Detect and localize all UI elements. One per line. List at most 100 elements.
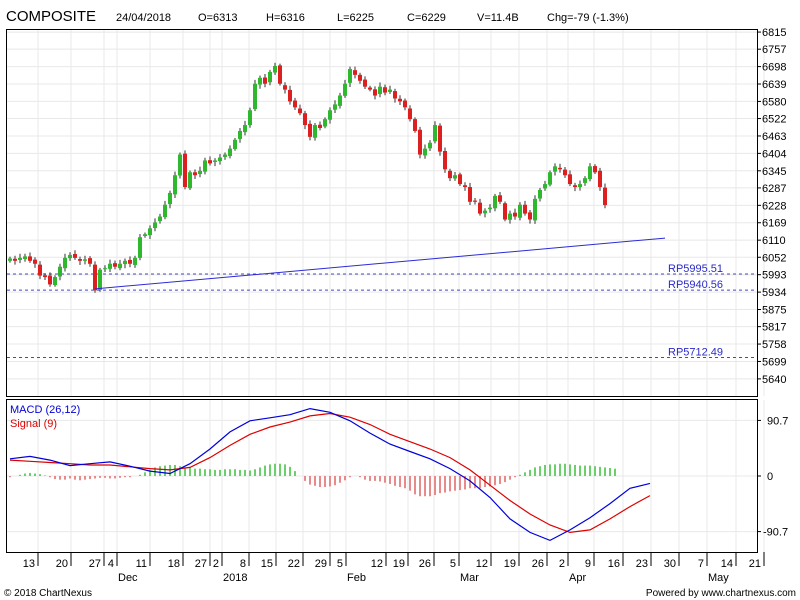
candle-down [458, 174, 462, 185]
candle-up [53, 277, 57, 286]
candle-down [403, 100, 407, 108]
x-tick-label: 19 [504, 558, 516, 570]
candle-up [578, 184, 582, 188]
candle-up [553, 166, 557, 172]
candle-up [138, 237, 142, 258]
candle-up [158, 216, 162, 221]
macd-tick-label: 0 [767, 471, 773, 483]
price-tick-label: 6580 [762, 96, 786, 108]
candle-down [303, 113, 307, 126]
price-tick-label: 5640 [762, 374, 786, 386]
candle-up [68, 254, 72, 259]
candle-up [488, 207, 492, 210]
price-tick-label: 6522 [762, 114, 786, 126]
open-label: O=6313 [198, 12, 237, 24]
x-tick-label: 2 [559, 558, 565, 570]
candle-down [193, 172, 197, 176]
candle-up [243, 125, 247, 133]
candle-up [508, 213, 512, 220]
candle-up [333, 104, 337, 110]
candle-down [208, 160, 212, 164]
candle-up [378, 86, 382, 95]
x-tick-label: 27 [89, 558, 101, 570]
price-panel-frame [6, 29, 758, 397]
macd-tick-label: -90.7 [763, 527, 788, 539]
candle-up [108, 263, 112, 269]
close-label: C=6229 [407, 12, 446, 24]
price-tick-label: 5817 [762, 322, 786, 334]
candle-down [78, 259, 82, 261]
candle-down [13, 258, 17, 261]
candle-up [258, 77, 262, 85]
candle-up [123, 260, 127, 265]
candle-up [18, 257, 22, 260]
candle-down [363, 79, 367, 87]
support-levels: RP5995.51 RP5940.56 RP5712.49 [7, 263, 757, 358]
candle-down [468, 187, 472, 202]
candle-down [568, 174, 572, 185]
volume-label: V=11.4B [477, 12, 519, 24]
powered-by-text: Powered by www.chartnexus.com [646, 588, 796, 599]
candle-up [103, 268, 107, 270]
x-month-label: 2018 [223, 572, 247, 584]
x-tick-label: 13 [23, 558, 35, 570]
x-tick-label: 4 [108, 558, 114, 570]
candle-up [533, 198, 537, 221]
candle-up [453, 175, 457, 179]
candle-up [143, 234, 147, 237]
candle-up [323, 119, 327, 127]
candle-up [173, 175, 177, 195]
candle-up [23, 256, 27, 260]
candle-up [548, 172, 552, 185]
candle-down [523, 204, 527, 214]
candle-down [603, 187, 607, 206]
macd-y-axis: 90.7 0 -90.7 [757, 415, 788, 539]
candle-down [503, 203, 507, 220]
candle-up [8, 258, 12, 261]
x-tick-label: 14 [721, 558, 733, 570]
candle-down [73, 254, 77, 258]
candle-up [423, 148, 427, 156]
candle-up [198, 170, 202, 175]
candle-down [113, 263, 117, 267]
candle-up [148, 228, 152, 236]
candle-up [388, 89, 392, 92]
price-tick-label: 6698 [762, 62, 786, 74]
candle-down [318, 124, 322, 128]
x-tick-label: 8 [240, 558, 246, 570]
candle-down [88, 258, 92, 264]
x-tick-label: 5 [450, 558, 456, 570]
candle-up [583, 178, 587, 183]
x-tick-label: 12 [371, 558, 383, 570]
candle-down [383, 87, 387, 93]
candle-up [63, 257, 67, 269]
candle-down [463, 185, 467, 188]
candle-down [513, 212, 517, 217]
x-tick-label: 15 [261, 558, 273, 570]
candle-up [188, 172, 192, 189]
candle-down [278, 65, 282, 84]
candle-up [83, 259, 87, 261]
candle-down [498, 195, 502, 202]
x-month-label: Mar [460, 572, 479, 584]
support-label: RP5995.51 [668, 263, 723, 275]
x-tick-label: 9 [585, 558, 591, 570]
x-tick-label: 11 [136, 558, 147, 570]
candle-down [283, 85, 287, 90]
candle-up [168, 192, 172, 205]
candle-down [353, 70, 357, 75]
x-tick-label: 26 [419, 558, 431, 570]
x-tick-label: 26 [532, 558, 544, 570]
macd-lines [9, 407, 651, 542]
candle-up [348, 68, 352, 83]
x-tick-label: 5 [337, 558, 343, 570]
candle-up [483, 210, 487, 214]
candle-up [328, 110, 332, 120]
x-tick-label: 16 [608, 558, 620, 570]
x-tick-label: 12 [476, 558, 488, 570]
high-label: H=6316 [266, 12, 305, 24]
price-tick-label: 5758 [762, 339, 786, 351]
x-tick-label: 20 [56, 558, 68, 570]
